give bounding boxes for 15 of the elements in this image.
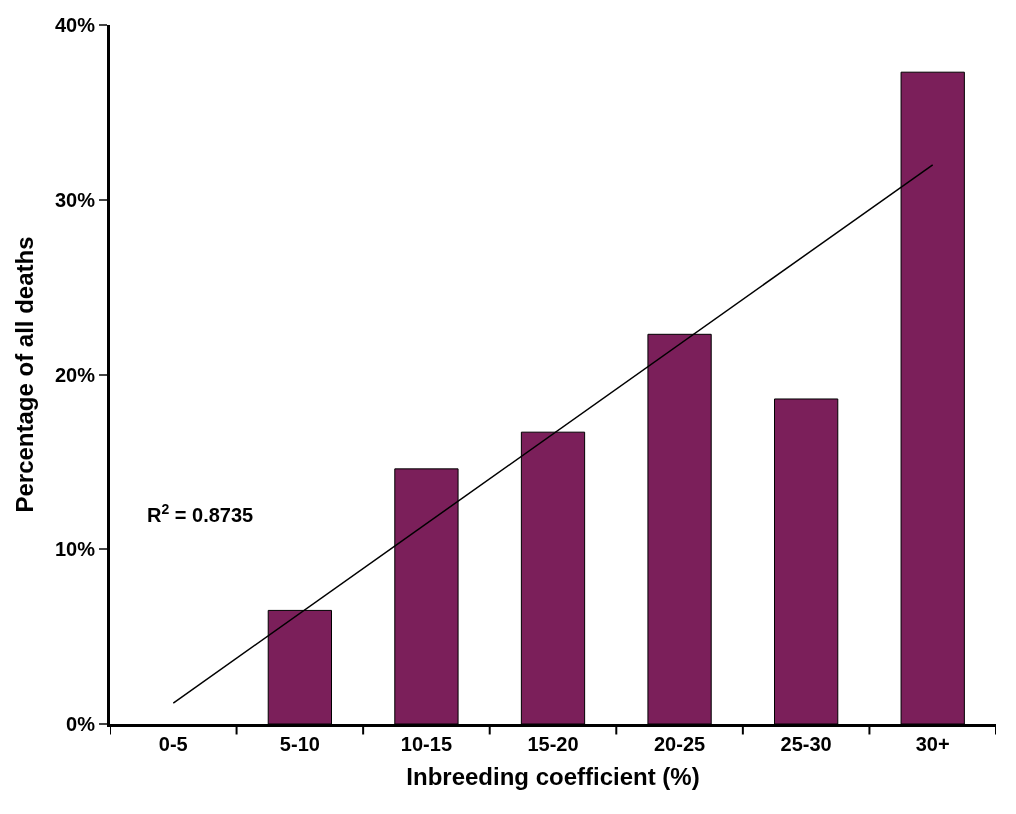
y-axis-title: Percentage of all deaths xyxy=(11,236,39,513)
x-tick-label: 0-5 xyxy=(158,733,188,755)
x-tick-label: 25-30 xyxy=(780,733,832,755)
x-tick-label: 30+ xyxy=(915,733,950,755)
y-tick-label: 40% xyxy=(54,14,96,36)
x-tick-label: 15-20 xyxy=(527,733,579,755)
y-tick-label: 20% xyxy=(54,363,96,386)
x-tick-label: 5-10 xyxy=(279,733,320,755)
y-tick-label: 0% xyxy=(66,713,96,735)
x-tick-label: 20-25 xyxy=(653,733,706,755)
annotation: R$^{2}$ = 0.8735 xyxy=(147,501,254,527)
y-tick-label: 30% xyxy=(54,188,96,211)
x-axis-title: Inbreeding coefficient (%) xyxy=(406,763,700,791)
y-tick-label: 10% xyxy=(54,538,96,561)
x-tick-label: 10-15 xyxy=(400,733,453,755)
